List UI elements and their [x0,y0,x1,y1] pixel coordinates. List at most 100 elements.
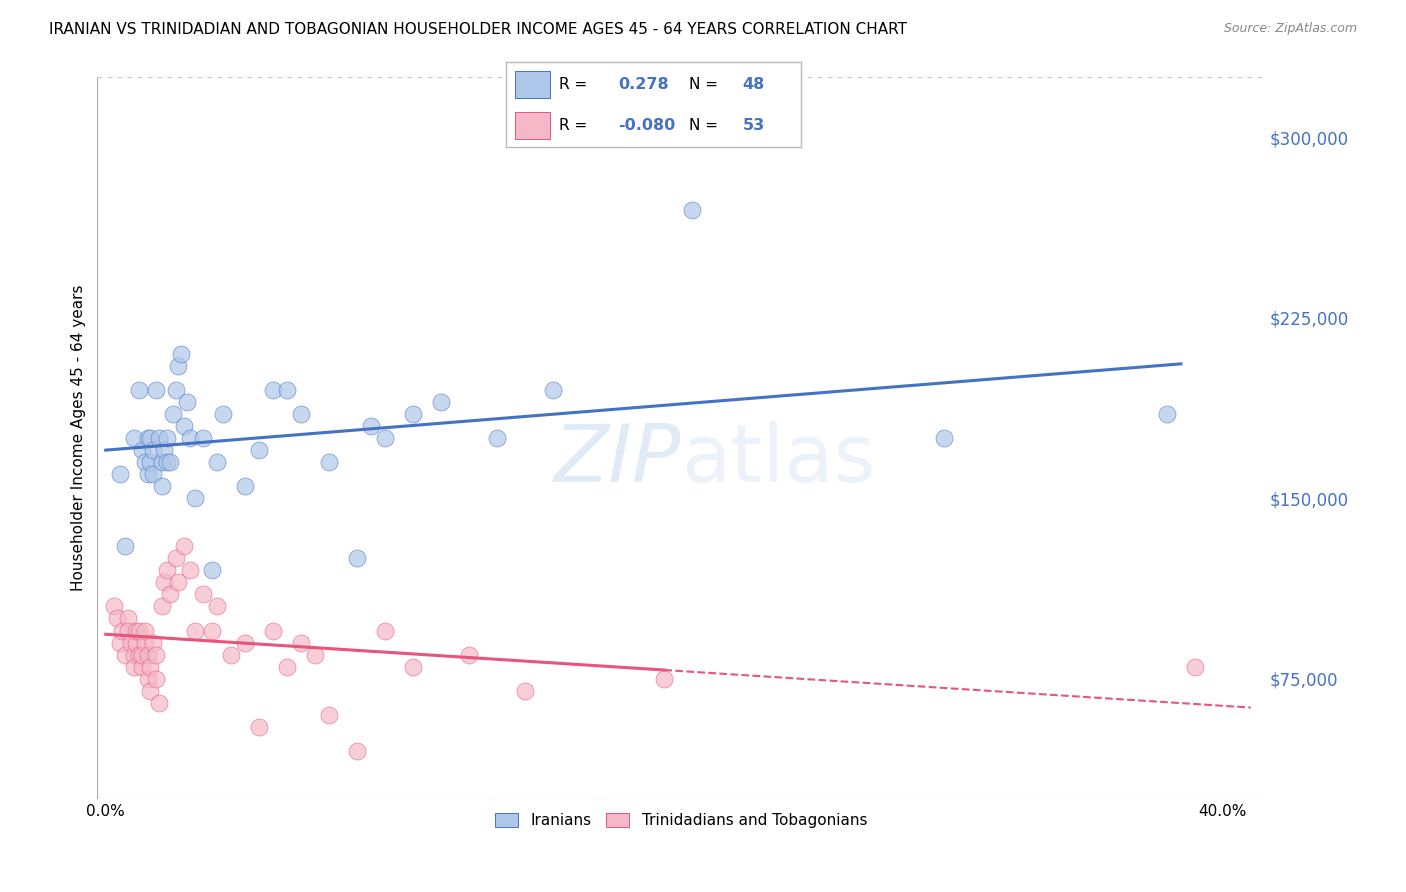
Point [153,575,176,590]
Point [173,419,195,434]
Point [167,575,190,590]
Point [179,563,201,577]
Point [134,635,156,649]
Point [212,407,235,421]
Point [125,635,148,649]
Point [173,539,195,553]
Point [136,672,159,686]
Text: ZIP: ZIP [554,421,681,499]
Point [221,648,243,662]
Bar [515,112,550,139]
Point [150,599,173,614]
Text: -0.080: -0.080 [619,118,676,133]
Text: R =: R = [560,118,588,133]
Point [145,648,167,662]
Point [541,383,564,397]
Point [156,455,179,469]
Point [235,479,257,493]
Point [103,599,125,614]
Point [318,707,340,722]
Legend: Iranians, Trinidadians and Tobagonians: Iranians, Trinidadians and Tobagonians [489,807,873,835]
Point [402,659,425,673]
Point [159,455,181,469]
Point [201,624,224,638]
Point [148,431,170,445]
Point [207,455,229,469]
Point [150,479,173,493]
Text: 0.278: 0.278 [619,77,669,92]
Point [134,455,156,469]
Point [117,611,139,625]
Point [193,431,215,445]
Point [193,587,215,601]
Point [114,648,136,662]
Point [136,431,159,445]
Point [165,383,187,397]
Point [111,624,134,638]
Point [1184,659,1206,673]
Point [430,395,453,409]
Point [145,383,167,397]
Point [290,635,312,649]
Point [142,443,165,458]
Text: 53: 53 [742,118,765,133]
Point [145,672,167,686]
Point [276,383,298,397]
Point [128,624,150,638]
Point [120,635,142,649]
Point [235,635,257,649]
Text: N =: N = [689,118,718,133]
Point [1156,407,1178,421]
Point [360,419,382,434]
Text: Source: ZipAtlas.com: Source: ZipAtlas.com [1223,22,1357,36]
Point [153,443,176,458]
Bar [515,71,550,98]
Point [136,648,159,662]
Point [184,624,207,638]
Point [201,563,224,577]
Text: R =: R = [560,77,588,92]
Text: IRANIAN VS TRINIDADIAN AND TOBAGONIAN HOUSEHOLDER INCOME AGES 45 - 64 YEARS CORR: IRANIAN VS TRINIDADIAN AND TOBAGONIAN HO… [49,22,907,37]
Point [247,443,270,458]
Point [290,407,312,421]
Point [134,624,156,638]
Point [513,683,536,698]
Point [179,431,201,445]
Point [142,467,165,482]
Point [139,455,162,469]
Point [304,648,326,662]
Point [318,455,340,469]
Point [652,672,675,686]
Point [457,648,479,662]
Point [485,431,508,445]
Point [346,744,368,758]
Point [184,491,207,506]
Point [156,431,179,445]
Point [156,563,179,577]
Point [262,383,284,397]
Point [108,635,131,649]
Point [162,407,184,421]
Point [159,587,181,601]
Point [128,648,150,662]
Point [122,659,145,673]
Point [122,648,145,662]
Point [139,431,162,445]
Point [139,659,162,673]
Point [247,720,270,734]
Point [128,383,150,397]
Point [148,696,170,710]
Point [105,611,128,625]
Point [165,551,187,566]
Point [139,683,162,698]
Point [402,407,425,421]
Point [108,467,131,482]
Text: N =: N = [689,77,718,92]
Point [262,624,284,638]
Point [170,347,193,361]
Point [150,455,173,469]
Point [114,539,136,553]
Point [176,395,198,409]
Point [131,443,153,458]
Point [131,648,153,662]
